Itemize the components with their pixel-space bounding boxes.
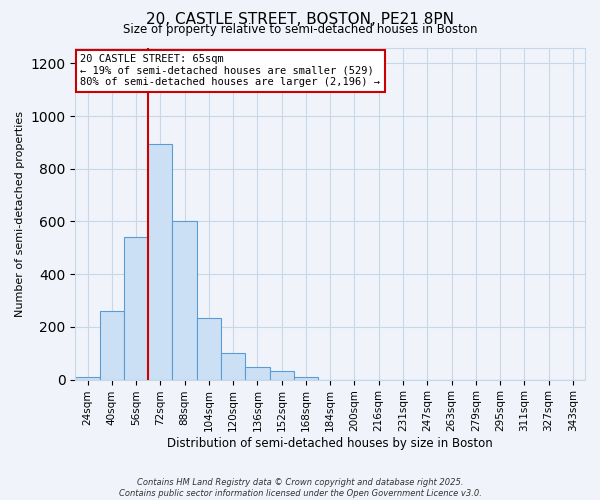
Y-axis label: Number of semi-detached properties: Number of semi-detached properties: [15, 110, 25, 316]
Text: 20, CASTLE STREET, BOSTON, PE21 8PN: 20, CASTLE STREET, BOSTON, PE21 8PN: [146, 12, 454, 28]
Bar: [76, 377, 100, 380]
Bar: [221, 353, 245, 380]
Text: Size of property relative to semi-detached houses in Boston: Size of property relative to semi-detach…: [123, 22, 477, 36]
X-axis label: Distribution of semi-detached houses by size in Boston: Distribution of semi-detached houses by …: [167, 437, 493, 450]
Bar: [269, 371, 294, 380]
Bar: [245, 367, 269, 380]
Text: Contains HM Land Registry data © Crown copyright and database right 2025.
Contai: Contains HM Land Registry data © Crown c…: [119, 478, 481, 498]
Bar: [124, 238, 148, 380]
Bar: [100, 311, 124, 380]
Bar: [172, 222, 197, 380]
Bar: [197, 318, 221, 380]
Bar: [294, 377, 318, 380]
Text: 20 CASTLE STREET: 65sqm
← 19% of semi-detached houses are smaller (529)
80% of s: 20 CASTLE STREET: 65sqm ← 19% of semi-de…: [80, 54, 380, 88]
Bar: [148, 144, 172, 380]
